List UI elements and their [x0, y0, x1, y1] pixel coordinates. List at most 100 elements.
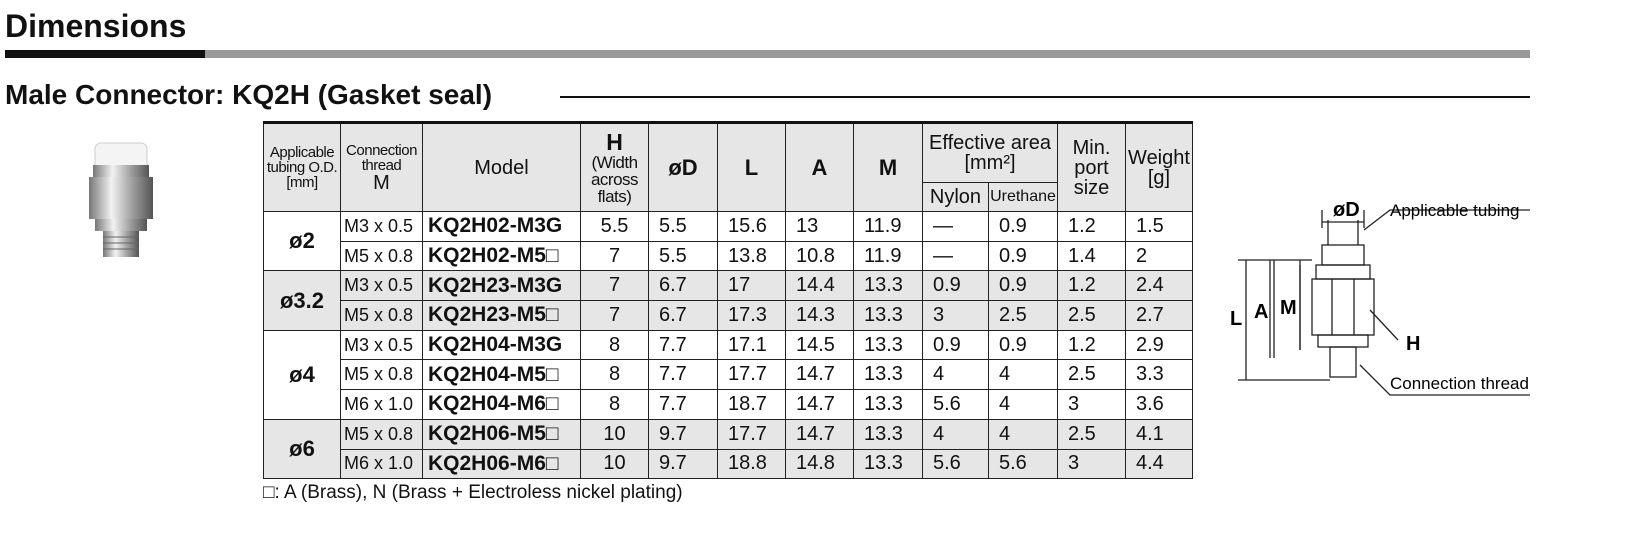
value-cell: 3.3: [1125, 359, 1193, 391]
diagram-label: M: [1280, 297, 1297, 319]
value-cell: 1.4: [1057, 240, 1126, 272]
header-row: Applicable tubing O.D. [mm] Connection t…: [263, 122, 1193, 212]
header-text: Connection thread: [346, 141, 417, 174]
tubing-cell: ø2: [263, 210, 341, 272]
value-cell: 14.7: [785, 418, 854, 450]
value-cell: 5.5: [648, 240, 718, 272]
table-row: ø3.2 M3 x 0.5 KQ2H23-M3G 7 6.7 17 14.4 13.3 0.9 0…: [263, 270, 1193, 331]
value-cell: 0.9: [988, 240, 1058, 272]
diagram-label: Applicable tubing: [1390, 201, 1519, 220]
value-cell: 13.3: [853, 300, 923, 331]
value-cell: M3 x 0.5: [340, 270, 423, 302]
value-cell: 8: [580, 329, 649, 361]
value-cell: 14.8: [785, 448, 854, 480]
value-cell: 0.9: [922, 329, 989, 361]
diagram-label: øD: [1333, 199, 1360, 221]
value-cell: M5 x 0.8: [340, 359, 423, 391]
value-cell: 17.3: [717, 300, 786, 331]
section-title: Male Connector: KQ2H (Gasket seal): [5, 79, 505, 111]
value-cell: 5.5: [648, 211, 718, 242]
value-cell: 11.9: [853, 211, 923, 242]
value-cell: 3: [1057, 448, 1126, 480]
diagram-label: Connection thread: [1390, 374, 1529, 393]
value-cell: 7.7: [648, 329, 718, 361]
header-text: M: [373, 171, 390, 194]
value-cell: 14.7: [785, 359, 854, 391]
value-cell: 6.7: [648, 270, 718, 302]
value-cell: 4: [922, 359, 989, 391]
model-cell: KQ2H02-M3G: [422, 211, 581, 242]
value-cell: 18.8: [717, 448, 786, 480]
value-cell: 6.7: [648, 300, 718, 331]
footnote: □: A (Brass), N (Brass + Electroless nic…: [263, 482, 683, 503]
table-row: M6 x 1.0 KQ2H06-M6□ 10 9.7 18.8 14.8 13.3 5.6 5.…: [264, 448, 1193, 480]
value-cell: 10.8: [785, 240, 854, 272]
tubing-cell: ø4: [263, 329, 341, 420]
diagram-label: H: [1406, 333, 1420, 355]
product-photo: [89, 142, 153, 257]
value-cell: 17.7: [717, 359, 786, 391]
value-cell: 14.3: [785, 300, 854, 331]
dimension-table: Applicable tubing O.D. [mm] Connection t…: [263, 121, 1193, 480]
header-cell: Model: [422, 122, 581, 212]
value-cell: 17.1: [717, 329, 786, 361]
value-cell: M3 x 0.5: [340, 329, 423, 361]
value-cell: 14.4: [785, 270, 854, 302]
header-cell: Connection thread M: [340, 122, 423, 212]
value-cell: 13.3: [853, 359, 923, 391]
value-cell: M6 x 1.0: [340, 448, 423, 480]
value-cell: 7: [580, 300, 649, 331]
value-cell: 15.6: [717, 211, 786, 242]
value-cell: 5.6: [922, 389, 989, 420]
diagram-label: A: [1254, 301, 1268, 323]
header-cell: Weight [g]: [1125, 122, 1193, 212]
value-cell: 17.7: [717, 418, 786, 450]
value-cell: —: [922, 211, 989, 242]
value-cell: 7.7: [648, 389, 718, 420]
value-cell: 17: [717, 270, 786, 302]
value-cell: 13.3: [853, 448, 923, 480]
value-cell: 4: [922, 418, 989, 450]
value-cell: M5 x 0.8: [340, 240, 423, 272]
value-cell: 4: [988, 418, 1058, 450]
value-cell: 13.3: [853, 418, 923, 450]
value-cell: 3.6: [1125, 389, 1193, 420]
table-row: M5 x 0.8 KQ2H04-M5□ 8 7.7 17.7 14.7 13.3 4 4 2.5 3…: [264, 359, 1193, 391]
value-cell: 8: [580, 359, 649, 391]
value-cell: 10: [580, 448, 649, 480]
header-cell: L: [717, 122, 786, 212]
value-cell: 18.7: [717, 389, 786, 420]
value-cell: 1.5: [1125, 211, 1193, 242]
value-cell: 14.7: [785, 389, 854, 420]
model-cell: KQ2H06-M6□: [422, 448, 581, 480]
dimension-diagram: øD Applicable tubing L A M H Connection …: [1230, 199, 1530, 396]
value-cell: 13.3: [853, 270, 923, 302]
value-cell: 7: [580, 270, 649, 302]
value-cell: 0.9: [922, 270, 989, 302]
value-cell: 7: [580, 240, 649, 272]
value-cell: 9.7: [648, 448, 718, 480]
table-row: ø2 M3 x 0.5 KQ2H02-M3G 5.5 5.5 15.6 13 11.9—0.9…: [263, 210, 1193, 272]
value-cell: 8: [580, 389, 649, 420]
table-row: M6 x 1.0 KQ2H04-M6□ 8 7.7 18.7 14.7 13.3 5.6 4 3 3…: [264, 389, 1193, 420]
value-cell: M5 x 0.8: [340, 418, 423, 450]
header-cell: A: [785, 122, 854, 212]
model-cell: KQ2H06-M5□: [422, 418, 581, 450]
value-cell: M5 x 0.8: [340, 300, 423, 331]
value-cell: 2.5: [1057, 359, 1126, 391]
header-cell: Applicable tubing O.D. [mm]: [263, 122, 341, 212]
header-cell: Urethane: [988, 182, 1058, 212]
value-cell: 0.9: [988, 270, 1058, 302]
value-cell: 13: [785, 211, 854, 242]
header-cell: M: [853, 122, 923, 212]
value-cell: —: [922, 240, 989, 272]
value-cell: 4: [988, 389, 1058, 420]
value-cell: 2: [1125, 240, 1193, 272]
model-cell: KQ2H23-M5□: [422, 300, 581, 331]
model-cell: KQ2H04-M5□: [422, 359, 581, 391]
table-row: M5 x 0.8 KQ2H23-M5□ 7 6.7 17.3 14.3 13.3 3 2.5 2.…: [264, 300, 1193, 331]
value-cell: 3: [1057, 389, 1126, 420]
value-cell: 10: [580, 418, 649, 450]
